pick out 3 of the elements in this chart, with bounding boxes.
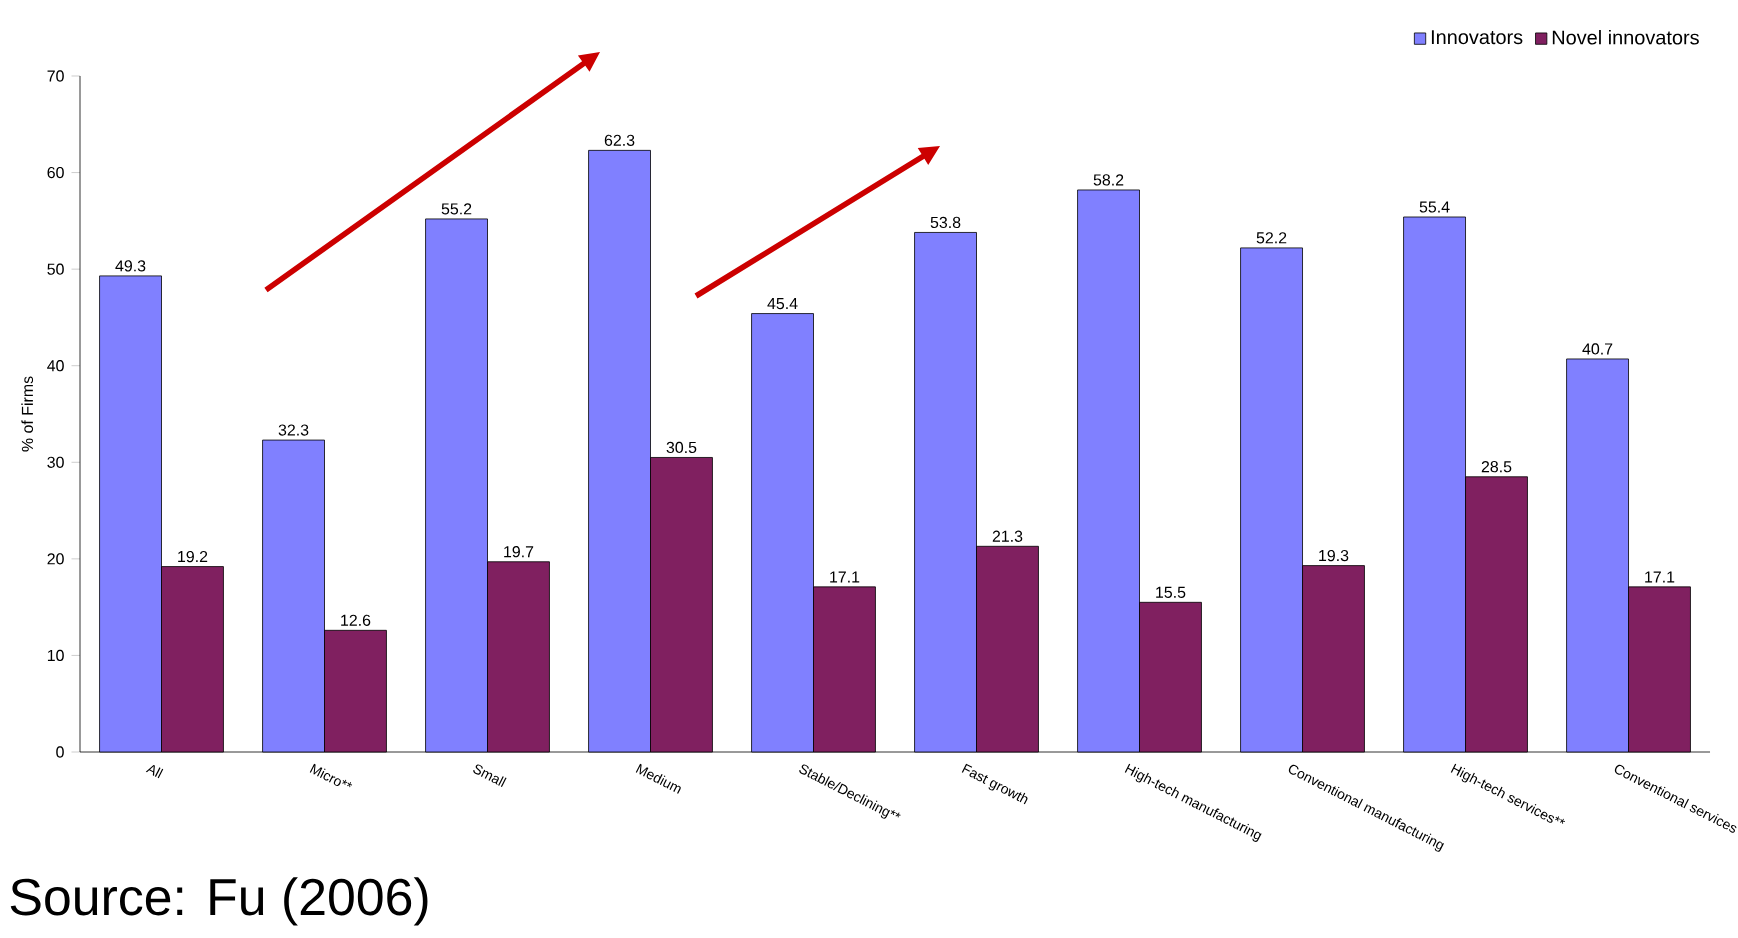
legend-label: Innovators	[1431, 30, 1523, 45]
legend-label: Novel innovators	[1552, 29, 1699, 45]
source-note: Source: Fu (2006)	[10, 877, 428, 926]
